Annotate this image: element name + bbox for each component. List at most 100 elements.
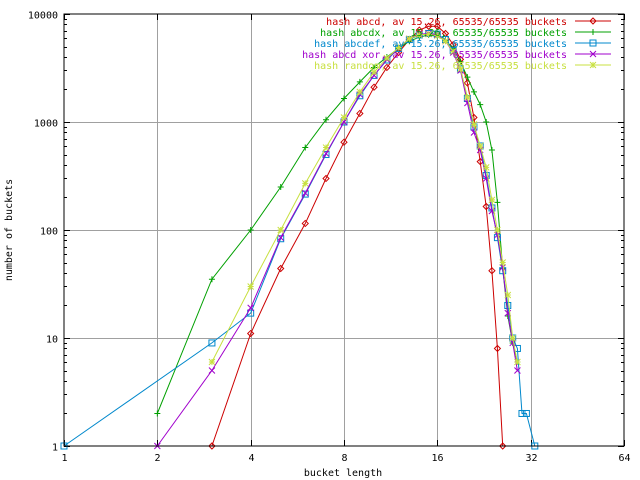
series-line — [156, 34, 518, 414]
data-point — [246, 329, 255, 338]
data-point — [383, 63, 391, 72]
data-point — [433, 22, 442, 30]
data-point — [302, 144, 309, 151]
data-point — [483, 119, 490, 125]
data-point — [322, 174, 330, 183]
data-point — [383, 54, 391, 62]
legend-swatch-marker — [589, 17, 597, 25]
data-point — [247, 304, 255, 312]
data-point — [522, 409, 530, 417]
data-point — [208, 358, 216, 366]
data-point — [449, 48, 457, 55]
data-point — [464, 93, 471, 101]
legend-label: hash abcdx, av 15.26, 65535/65535 bucket… — [320, 28, 567, 39]
series-4 — [153, 30, 521, 450]
data-point — [301, 189, 309, 197]
x-axis-title: bucket length — [304, 468, 382, 479]
data-point — [247, 227, 254, 233]
data-point — [514, 358, 521, 366]
data-point — [499, 442, 507, 450]
x-tick-label: 32 — [525, 453, 537, 464]
data-point — [323, 116, 330, 123]
series-lines — [60, 22, 539, 450]
legend-label: hash abcd xor, av 15.26, 65535/65535 buc… — [302, 50, 567, 61]
data-point — [395, 44, 402, 51]
data-point — [494, 226, 501, 234]
data-point — [488, 196, 496, 204]
data-point — [208, 339, 216, 347]
data-point — [504, 301, 512, 309]
data-point — [499, 259, 507, 266]
data-point — [208, 276, 215, 283]
data-point — [322, 151, 330, 159]
data-point — [356, 109, 364, 118]
data-point — [301, 180, 309, 187]
series-5 — [208, 30, 521, 366]
data-point — [482, 164, 490, 171]
axis-ticks: 1 2 4 8 16 32 64 1 10 100 1000 10000 — [28, 11, 631, 465]
legend-label: hash abcdef, av 15.26, 65535/65535 bucke… — [314, 39, 567, 50]
y-tick-label: 100 — [40, 227, 58, 238]
legend-swatch-marker — [589, 39, 597, 47]
data-point — [277, 184, 284, 191]
data-point — [277, 234, 285, 241]
x-tick-label: 16 — [431, 453, 443, 464]
data-point — [457, 58, 464, 65]
data-point — [208, 442, 216, 450]
data-point — [518, 409, 526, 417]
data-point — [322, 144, 330, 151]
y-tick-label: 1000 — [34, 119, 58, 130]
data-point — [457, 65, 464, 73]
data-point — [514, 367, 521, 374]
data-point — [477, 101, 484, 108]
data-point — [442, 37, 449, 45]
data-point — [340, 114, 348, 121]
series-line — [211, 25, 504, 447]
legend-label: hash random, av 15.26, 65535/65535 bucke… — [314, 61, 567, 72]
data-point — [370, 68, 378, 76]
data-point — [340, 138, 348, 146]
data-point — [277, 235, 285, 243]
data-point — [356, 88, 364, 96]
data-point — [425, 30, 432, 38]
legend-swatch-marker — [590, 29, 596, 35]
x-tick-label: 64 — [618, 453, 630, 464]
data-point — [247, 283, 255, 290]
grid — [64, 14, 624, 446]
legend: hash abcd, av 15.26, 65535/65535 buckets… — [302, 17, 611, 72]
data-point — [470, 88, 477, 95]
data-point — [301, 219, 309, 228]
data-point — [415, 31, 423, 39]
legend-swatch-marker — [589, 50, 597, 58]
y-tick-label: 10000 — [28, 11, 58, 22]
data-point — [370, 83, 378, 91]
data-point — [154, 410, 161, 417]
data-point — [341, 95, 347, 102]
data-point — [488, 266, 496, 275]
x-tick-label: 1 — [61, 453, 67, 464]
data-point — [277, 264, 285, 273]
data-point — [494, 231, 501, 239]
series-line — [156, 32, 518, 447]
data-point — [476, 142, 484, 150]
data-point — [488, 147, 495, 154]
y-tick-label: 1 — [52, 443, 58, 454]
data-point — [277, 226, 285, 234]
data-point — [208, 367, 216, 374]
data-point — [504, 291, 512, 299]
data-point — [301, 190, 309, 198]
data-point — [482, 202, 490, 211]
legend-swatch-marker — [589, 61, 597, 69]
legend-label: hash abcd, av 15.26, 65535/65535 buckets — [326, 17, 567, 28]
series-1 — [208, 22, 507, 450]
data-point — [499, 264, 507, 271]
y-axis-title: number of buckets — [4, 179, 15, 281]
data-point — [433, 32, 441, 40]
data-point — [493, 344, 502, 353]
x-tick-label: 2 — [154, 453, 160, 464]
data-point — [356, 78, 363, 85]
series-line — [211, 33, 518, 363]
data-point — [464, 74, 471, 81]
